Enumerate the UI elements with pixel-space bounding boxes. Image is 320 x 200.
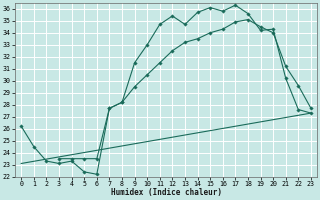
X-axis label: Humidex (Indice chaleur): Humidex (Indice chaleur): [111, 188, 221, 197]
